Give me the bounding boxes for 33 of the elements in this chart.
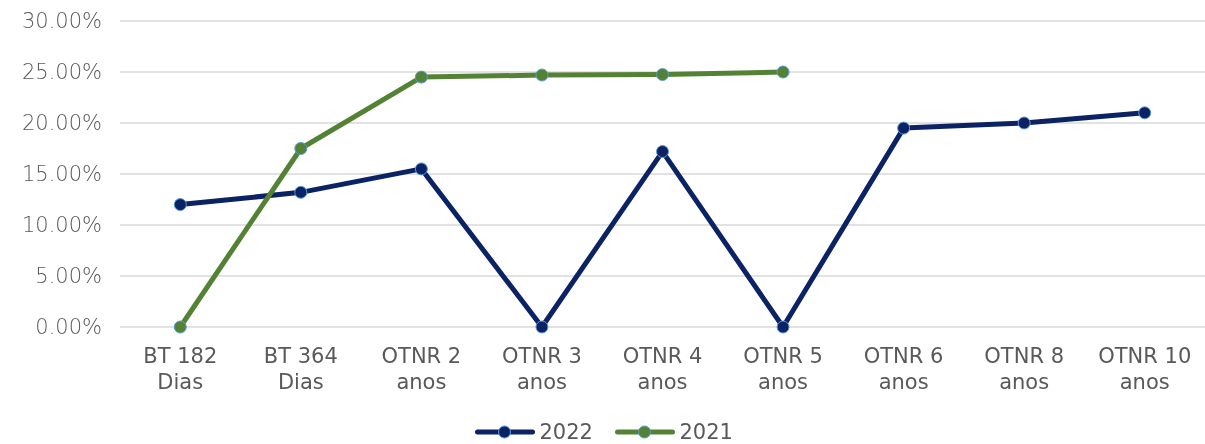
x-tick-label: OTNR 5 anos [743, 344, 823, 394]
point [173, 320, 187, 334]
y-tick-label: 30.00% [21, 9, 102, 34]
point [414, 162, 428, 176]
point [535, 68, 549, 82]
point [656, 145, 669, 159]
x-tick-label: OTNR 8 anos [984, 344, 1065, 394]
y-tick-label: 25.00% [21, 60, 102, 85]
y-tick-label: 0.00% [35, 315, 102, 340]
point [897, 121, 911, 135]
x-tick-label: OTNR 6 anos [863, 344, 944, 394]
point [414, 70, 428, 84]
x-tick-label: OTNR 10 anos [1098, 344, 1192, 394]
y-tick-label: 5.00% [35, 264, 102, 289]
point [776, 320, 790, 334]
point [1017, 116, 1031, 130]
y-tick-label: 10.00% [21, 213, 102, 238]
legend-label: 2022 [539, 420, 593, 444]
point [1138, 106, 1152, 120]
x-tick-label: OTNR 3 anos [502, 344, 582, 394]
point [656, 68, 669, 82]
point [294, 142, 308, 155]
point [535, 320, 549, 334]
point [173, 198, 187, 212]
x-tick-label: BT 182 Dias [143, 344, 218, 394]
x-tick-label: OTNR 4 anos [622, 344, 703, 394]
point [776, 65, 790, 79]
point [294, 185, 308, 199]
y-tick-label: 20.00% [21, 111, 102, 136]
legend-label: 2021 [679, 420, 733, 444]
y-tick-label: 15.00% [21, 162, 102, 187]
x-tick-label: OTNR 2 anos [381, 344, 462, 394]
x-tick-label: BT 364 Dias [263, 344, 338, 394]
